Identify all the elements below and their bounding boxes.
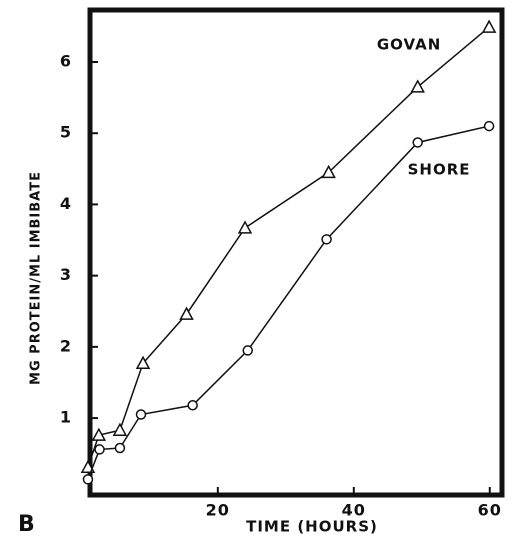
marker bbox=[135, 409, 147, 420]
y-tick-label: 5 bbox=[60, 123, 72, 142]
y-tick-label: 3 bbox=[60, 265, 72, 284]
series-line bbox=[87, 26, 490, 468]
marker bbox=[321, 164, 336, 179]
marker bbox=[412, 137, 423, 148]
marker bbox=[135, 355, 151, 369]
x-tick-label: 20 bbox=[206, 501, 230, 520]
y-axis-title: MG PROTEIN/ML IMBIBATE bbox=[29, 171, 44, 385]
y-tick-label: 1 bbox=[60, 408, 72, 427]
x-tick-label: 40 bbox=[342, 501, 366, 520]
marker bbox=[179, 306, 194, 320]
series-line bbox=[87, 125, 490, 480]
x-tick-label: 60 bbox=[478, 501, 502, 520]
plot-frame bbox=[87, 7, 505, 498]
marker bbox=[114, 442, 126, 454]
marker bbox=[321, 234, 332, 245]
y-tick-label: 4 bbox=[60, 194, 72, 213]
marker bbox=[410, 79, 425, 93]
marker bbox=[187, 400, 198, 411]
marker bbox=[80, 459, 96, 473]
y-tick-label: 6 bbox=[60, 51, 72, 70]
marker bbox=[237, 220, 253, 234]
series-label: GOVAN bbox=[377, 36, 441, 54]
marker bbox=[242, 345, 253, 356]
marker bbox=[91, 427, 107, 441]
y-tick-label: 2 bbox=[60, 336, 72, 355]
marker bbox=[481, 19, 497, 33]
marker bbox=[94, 444, 105, 455]
marker bbox=[82, 474, 94, 485]
panel-label: B bbox=[18, 512, 36, 537]
marker bbox=[112, 422, 128, 436]
x-axis-title: TIME (HOURS) bbox=[246, 518, 378, 536]
marker bbox=[483, 120, 495, 132]
series-label: SHORE bbox=[408, 161, 471, 179]
